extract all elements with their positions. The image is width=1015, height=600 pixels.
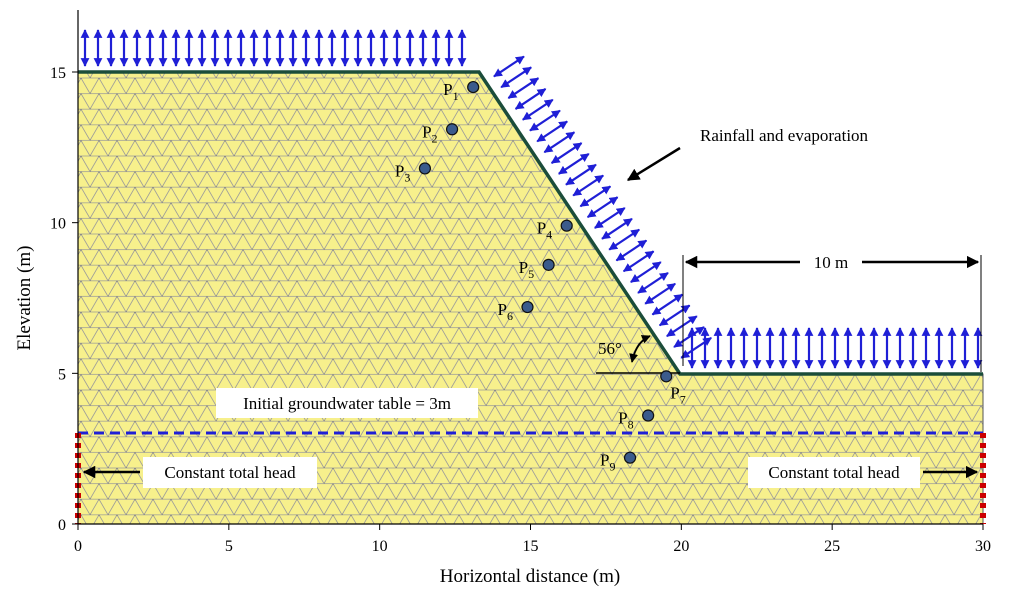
rain-arrow	[529, 109, 561, 132]
annotation: Initial groundwater table = 3m	[243, 394, 451, 413]
monitor-point	[467, 80, 480, 94]
point-label: P9	[600, 451, 615, 474]
label-box	[143, 457, 317, 488]
rain-arrow	[601, 217, 633, 240]
y-tick-label: 5	[58, 366, 66, 383]
x-tick-label: 30	[975, 538, 991, 555]
rain-arrow	[594, 207, 626, 229]
point-label: P7	[670, 383, 685, 406]
x-axis-label: Horizontal distance (m)	[440, 566, 620, 587]
rain-arrow	[666, 315, 698, 338]
monitor-point	[542, 258, 555, 271]
monitor-point	[445, 123, 459, 136]
point-name: P	[670, 383, 679, 402]
rain-arrow	[572, 174, 604, 197]
rain-arrow	[522, 98, 554, 121]
rain-arrow	[586, 196, 619, 219]
rain-arrow	[514, 88, 547, 110]
rain-arrow	[543, 131, 576, 154]
point-subscript: 6	[507, 309, 513, 323]
point-name: P	[443, 80, 452, 99]
point-label: P2	[422, 122, 437, 145]
rain-arrow	[658, 304, 691, 327]
rain-arrow	[579, 185, 612, 208]
point-subscript: 7	[680, 392, 686, 406]
point-subscript: 1	[453, 89, 459, 103]
rain-arrow	[615, 239, 648, 262]
monitor-point	[660, 370, 673, 383]
point-subscript: 2	[432, 131, 438, 145]
point-label: P8	[618, 409, 633, 432]
x-tick-label: 15	[523, 538, 539, 555]
point-name: P	[537, 219, 546, 238]
annotation: 56°	[598, 339, 622, 358]
rain-arrow	[558, 152, 590, 175]
rain-arrow	[565, 163, 597, 186]
x-tick-label: 25	[824, 538, 840, 555]
annotation: 10 m	[814, 253, 848, 272]
angle-arc	[629, 335, 651, 363]
point-label: P1	[443, 80, 458, 103]
rain-arrow	[651, 293, 684, 316]
rain-arrow	[644, 282, 676, 305]
y-tick-label: 15	[50, 65, 66, 82]
monitor-point	[642, 409, 655, 422]
rain-arrow	[680, 336, 712, 359]
point-subscript: 5	[528, 267, 534, 281]
point-label: P3	[395, 161, 410, 184]
annotation: Constant total head	[768, 463, 900, 482]
rain-arrow	[622, 250, 655, 273]
rain-arrow	[507, 77, 540, 100]
ground-surface	[78, 70, 983, 376]
rain-arrows	[80, 29, 983, 369]
point-name: P	[395, 161, 404, 180]
point-name: P	[497, 300, 506, 319]
point-subscript: 9	[610, 460, 616, 474]
y-tick-label: 0	[58, 517, 66, 534]
x-tick-label: 5	[225, 538, 233, 555]
point-name: P	[422, 122, 431, 141]
monitor-point	[521, 300, 534, 314]
x-tick-label: 20	[673, 538, 689, 555]
y-axis-label: Elevation (m)	[14, 246, 35, 351]
monitor-point	[560, 219, 573, 232]
point-label: P4	[537, 219, 552, 242]
rain-arrow	[637, 272, 669, 294]
monitor-point	[623, 451, 637, 464]
point-name: P	[519, 258, 528, 277]
rain-arrow	[500, 66, 532, 89]
point-subscript: 3	[404, 170, 410, 184]
point-name: P	[600, 451, 609, 470]
rain-arrow	[673, 326, 705, 348]
annotation: Constant total head	[164, 463, 296, 482]
rain-arrow	[608, 228, 640, 251]
label-box	[748, 457, 920, 488]
point-label: P6	[497, 300, 512, 323]
monitor-point	[418, 162, 432, 175]
point-label: P5	[519, 258, 534, 281]
arrow	[626, 146, 681, 182]
annotation: Rainfall and evaporation	[700, 126, 869, 145]
rain-arrow	[493, 55, 525, 78]
point-name: P	[618, 409, 627, 428]
rain-arrow	[630, 261, 662, 283]
point-subscript: 4	[546, 228, 552, 242]
point-subscript: 8	[628, 418, 634, 432]
rain-arrow	[536, 120, 568, 143]
label-box	[216, 388, 478, 418]
x-tick-label: 0	[74, 538, 82, 555]
rain-arrow	[550, 142, 583, 164]
y-tick-label: 10	[50, 216, 66, 233]
x-tick-label: 10	[372, 538, 388, 555]
